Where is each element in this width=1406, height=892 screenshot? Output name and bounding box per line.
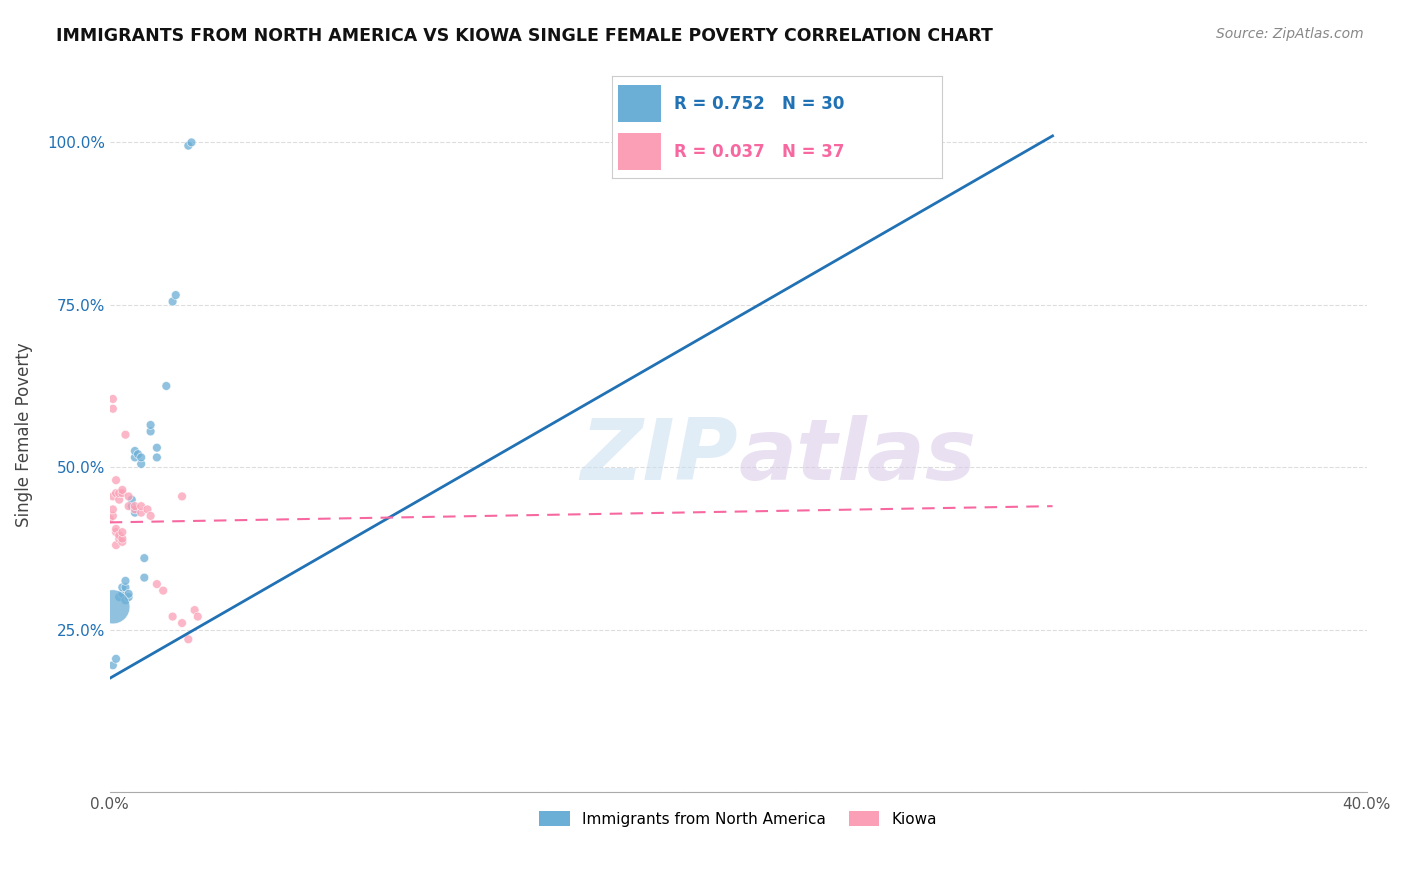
- Point: [101, 490, 124, 504]
- Point: [117, 499, 139, 513]
- Point: [117, 587, 139, 601]
- Point: [105, 522, 128, 536]
- Point: [111, 486, 134, 500]
- Point: [124, 502, 146, 516]
- Point: [136, 502, 159, 516]
- Point: [105, 525, 128, 540]
- Text: IMMIGRANTS FROM NORTH AMERICA VS KIOWA SINGLE FEMALE POVERTY CORRELATION CHART: IMMIGRANTS FROM NORTH AMERICA VS KIOWA S…: [56, 27, 993, 45]
- Point: [101, 401, 124, 416]
- Point: [129, 506, 152, 520]
- Point: [162, 294, 184, 309]
- Point: [124, 499, 146, 513]
- Point: [101, 599, 124, 614]
- Point: [98, 512, 121, 526]
- Point: [134, 551, 156, 566]
- Point: [105, 486, 128, 500]
- Y-axis label: Single Female Poverty: Single Female Poverty: [15, 343, 32, 527]
- Point: [111, 483, 134, 497]
- Point: [114, 574, 136, 588]
- Point: [170, 616, 193, 631]
- Point: [101, 502, 124, 516]
- Point: [111, 587, 134, 601]
- Point: [108, 492, 131, 507]
- Point: [108, 590, 131, 604]
- Point: [111, 525, 134, 540]
- Point: [139, 508, 162, 523]
- Point: [124, 506, 146, 520]
- Point: [101, 392, 124, 406]
- Text: R = 0.752   N = 30: R = 0.752 N = 30: [675, 95, 845, 112]
- Point: [101, 508, 124, 523]
- Point: [108, 532, 131, 546]
- Point: [177, 138, 200, 153]
- Point: [111, 534, 134, 549]
- Point: [187, 609, 209, 624]
- Point: [105, 652, 128, 666]
- Point: [165, 288, 187, 302]
- Point: [117, 490, 139, 504]
- Point: [152, 583, 174, 598]
- Point: [129, 457, 152, 471]
- Point: [146, 450, 169, 465]
- Point: [111, 580, 134, 594]
- Point: [111, 532, 134, 546]
- Point: [117, 590, 139, 604]
- Point: [155, 379, 177, 393]
- Point: [101, 658, 124, 673]
- Point: [183, 603, 205, 617]
- Point: [105, 538, 128, 552]
- Point: [108, 486, 131, 500]
- Point: [114, 427, 136, 442]
- Bar: [619, 133, 661, 170]
- Point: [146, 441, 169, 455]
- Point: [124, 450, 146, 465]
- Point: [129, 450, 152, 465]
- Point: [121, 499, 143, 513]
- Text: Source: ZipAtlas.com: Source: ZipAtlas.com: [1216, 27, 1364, 41]
- Point: [114, 593, 136, 607]
- Point: [162, 609, 184, 624]
- Point: [124, 444, 146, 458]
- Bar: [619, 85, 661, 122]
- Point: [114, 580, 136, 594]
- Point: [139, 425, 162, 439]
- Point: [180, 136, 202, 150]
- Point: [129, 499, 152, 513]
- Point: [146, 577, 169, 591]
- Point: [134, 571, 156, 585]
- Legend: Immigrants from North America, Kiowa: Immigrants from North America, Kiowa: [531, 803, 945, 834]
- Point: [108, 528, 131, 542]
- Text: R = 0.037   N = 37: R = 0.037 N = 37: [675, 143, 845, 161]
- Point: [105, 473, 128, 487]
- Point: [127, 447, 149, 461]
- Point: [139, 417, 162, 432]
- Point: [121, 492, 143, 507]
- Text: atlas: atlas: [738, 415, 976, 498]
- Point: [177, 632, 200, 647]
- Point: [170, 490, 193, 504]
- Text: ZIP: ZIP: [581, 415, 738, 498]
